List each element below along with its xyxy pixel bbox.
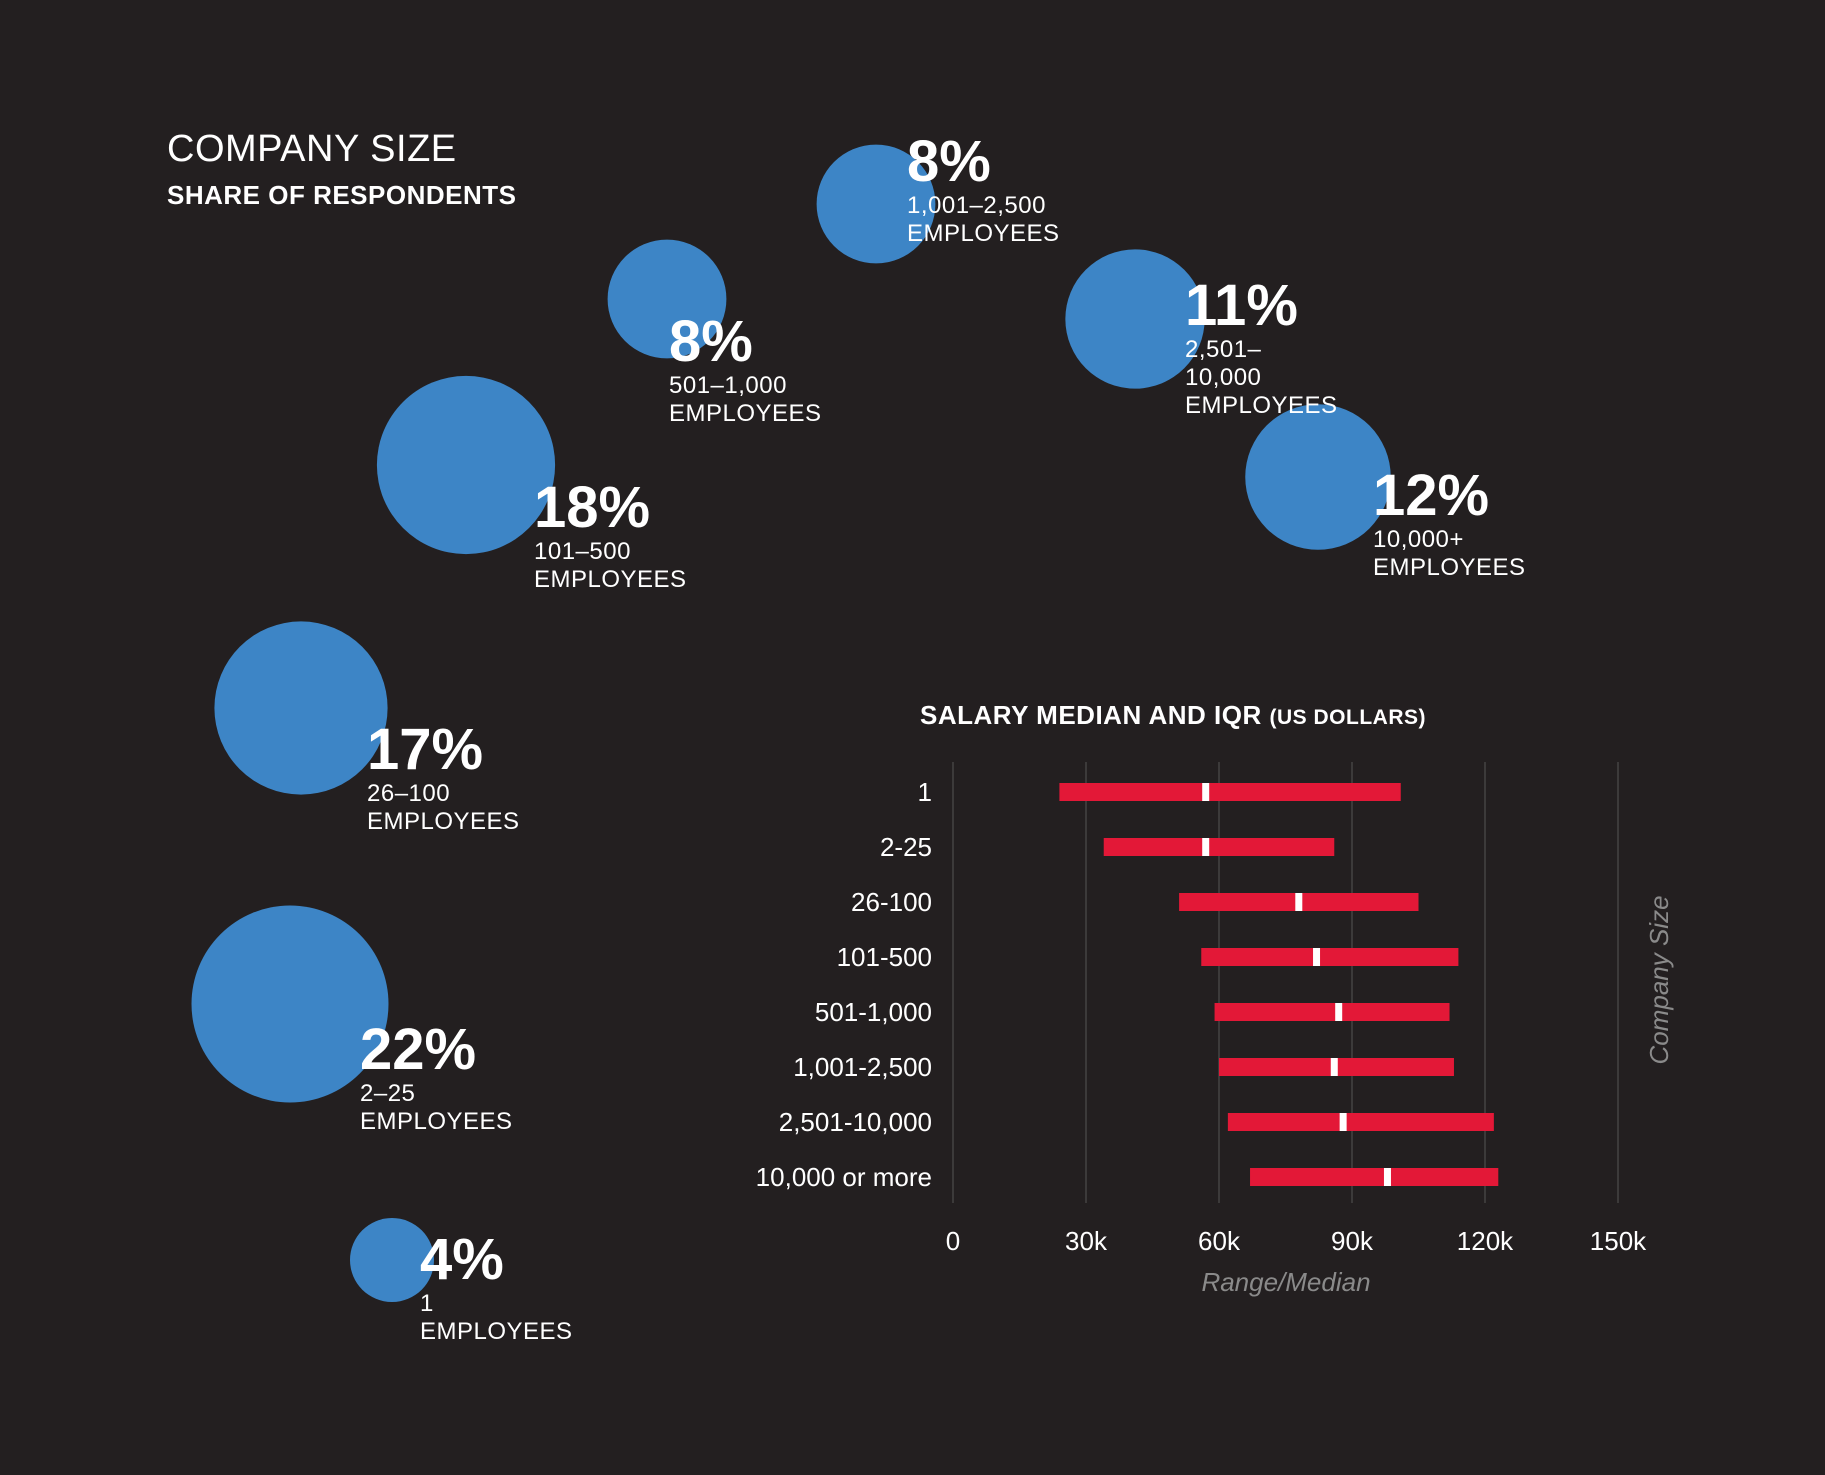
salary-chart-title: SALARY MEDIAN AND IQR (US DOLLARS)	[920, 700, 1426, 731]
bubble-category: 26–100 EMPLOYEES	[367, 780, 520, 835]
x-tick-label: 60k	[1198, 1226, 1241, 1256]
y-category-label: 501-1,000	[815, 997, 932, 1027]
y-category-label: 2-25	[880, 832, 932, 862]
bubble-percent: 17%	[367, 717, 484, 782]
bubble-6	[191, 905, 389, 1103]
x-tick-label: 150k	[1590, 1226, 1647, 1256]
bubble-percent: 11%	[1185, 273, 1298, 338]
iqr-bar	[1059, 783, 1401, 801]
y-category-label: 101-500	[837, 942, 932, 972]
bubble-1	[607, 239, 727, 359]
bubble-percent: 4%	[420, 1227, 504, 1292]
bubble-category: 1 EMPLOYEES	[420, 1290, 573, 1345]
y-axis-label: Company Size	[1644, 895, 1674, 1064]
y-category-label: 2,501-10,000	[779, 1107, 932, 1137]
iqr-bar	[1201, 948, 1459, 966]
bubble-percent: 8%	[669, 309, 753, 374]
bubble-label: 22% 2–25 EMPLOYEES	[360, 1020, 513, 1136]
y-category-label: 10,000 or more	[756, 1162, 932, 1192]
bubble-7	[350, 1218, 434, 1302]
x-tick-label: 0	[946, 1226, 960, 1256]
y-category-label: 1	[918, 777, 932, 807]
iqr-bar	[1250, 1168, 1499, 1186]
median-mark	[1339, 1113, 1347, 1131]
bubble-category: 2,501–10,000 EMPLOYEES	[1185, 336, 1338, 419]
bubble-label: 8% 1,001–2,500 EMPLOYEES	[907, 132, 1060, 248]
bubble-0	[816, 144, 936, 264]
median-mark	[1202, 783, 1210, 801]
bubble-2	[1065, 249, 1205, 389]
iqr-bar	[1214, 1003, 1450, 1021]
bubble-5	[214, 621, 388, 795]
bubble-label: 17% 26–100 EMPLOYEES	[367, 720, 520, 836]
bubble-label: 18% 101–500 EMPLOYEES	[534, 478, 687, 594]
median-mark	[1383, 1168, 1391, 1186]
bubble-category: 10,000+ EMPLOYEES	[1373, 526, 1526, 581]
x-tick-label: 120k	[1457, 1226, 1514, 1256]
y-category-label: 1,001-2,500	[793, 1052, 932, 1082]
iqr-bar	[1227, 1113, 1494, 1131]
bubble-4	[1245, 404, 1391, 550]
page-subtitle: SHARE OF RESPONDENTS	[167, 180, 517, 210]
x-tick-label: 30k	[1065, 1226, 1108, 1256]
bubble-percent: 12%	[1373, 463, 1490, 528]
bubble-label: 11% 2,501–10,000 EMPLOYEES	[1185, 276, 1338, 420]
median-mark	[1295, 893, 1303, 911]
page-title: COMPANY SIZE	[167, 128, 457, 170]
bubble-label: 4% 1 EMPLOYEES	[420, 1230, 573, 1346]
bubble-category: 2–25 EMPLOYEES	[360, 1080, 513, 1135]
iqr-bar	[1103, 838, 1335, 856]
bubble-3	[376, 375, 556, 555]
x-tick-label: 90k	[1331, 1226, 1374, 1256]
bubble-label: 12% 10,000+ EMPLOYEES	[1373, 466, 1526, 582]
bubble-percent: 22%	[360, 1017, 477, 1082]
salary-title-text: SALARY MEDIAN AND IQR	[920, 700, 1262, 730]
bubble-label: 8% 501–1,000 EMPLOYEES	[669, 312, 822, 428]
bubble-percent: 8%	[907, 129, 991, 194]
bubble-category: 101–500 EMPLOYEES	[534, 538, 687, 593]
salary-title-unit: (US DOLLARS)	[1269, 706, 1427, 729]
bubble-category: 501–1,000 EMPLOYEES	[669, 372, 822, 427]
median-mark	[1313, 948, 1321, 966]
bubble-percent: 18%	[534, 475, 651, 540]
median-mark	[1335, 1003, 1343, 1021]
bubble-category: 1,001–2,500 EMPLOYEES	[907, 192, 1060, 247]
y-category-label: 26-100	[851, 887, 932, 917]
median-mark	[1202, 838, 1210, 856]
median-mark	[1330, 1058, 1338, 1076]
x-axis-label: Range/Median	[1201, 1267, 1370, 1297]
